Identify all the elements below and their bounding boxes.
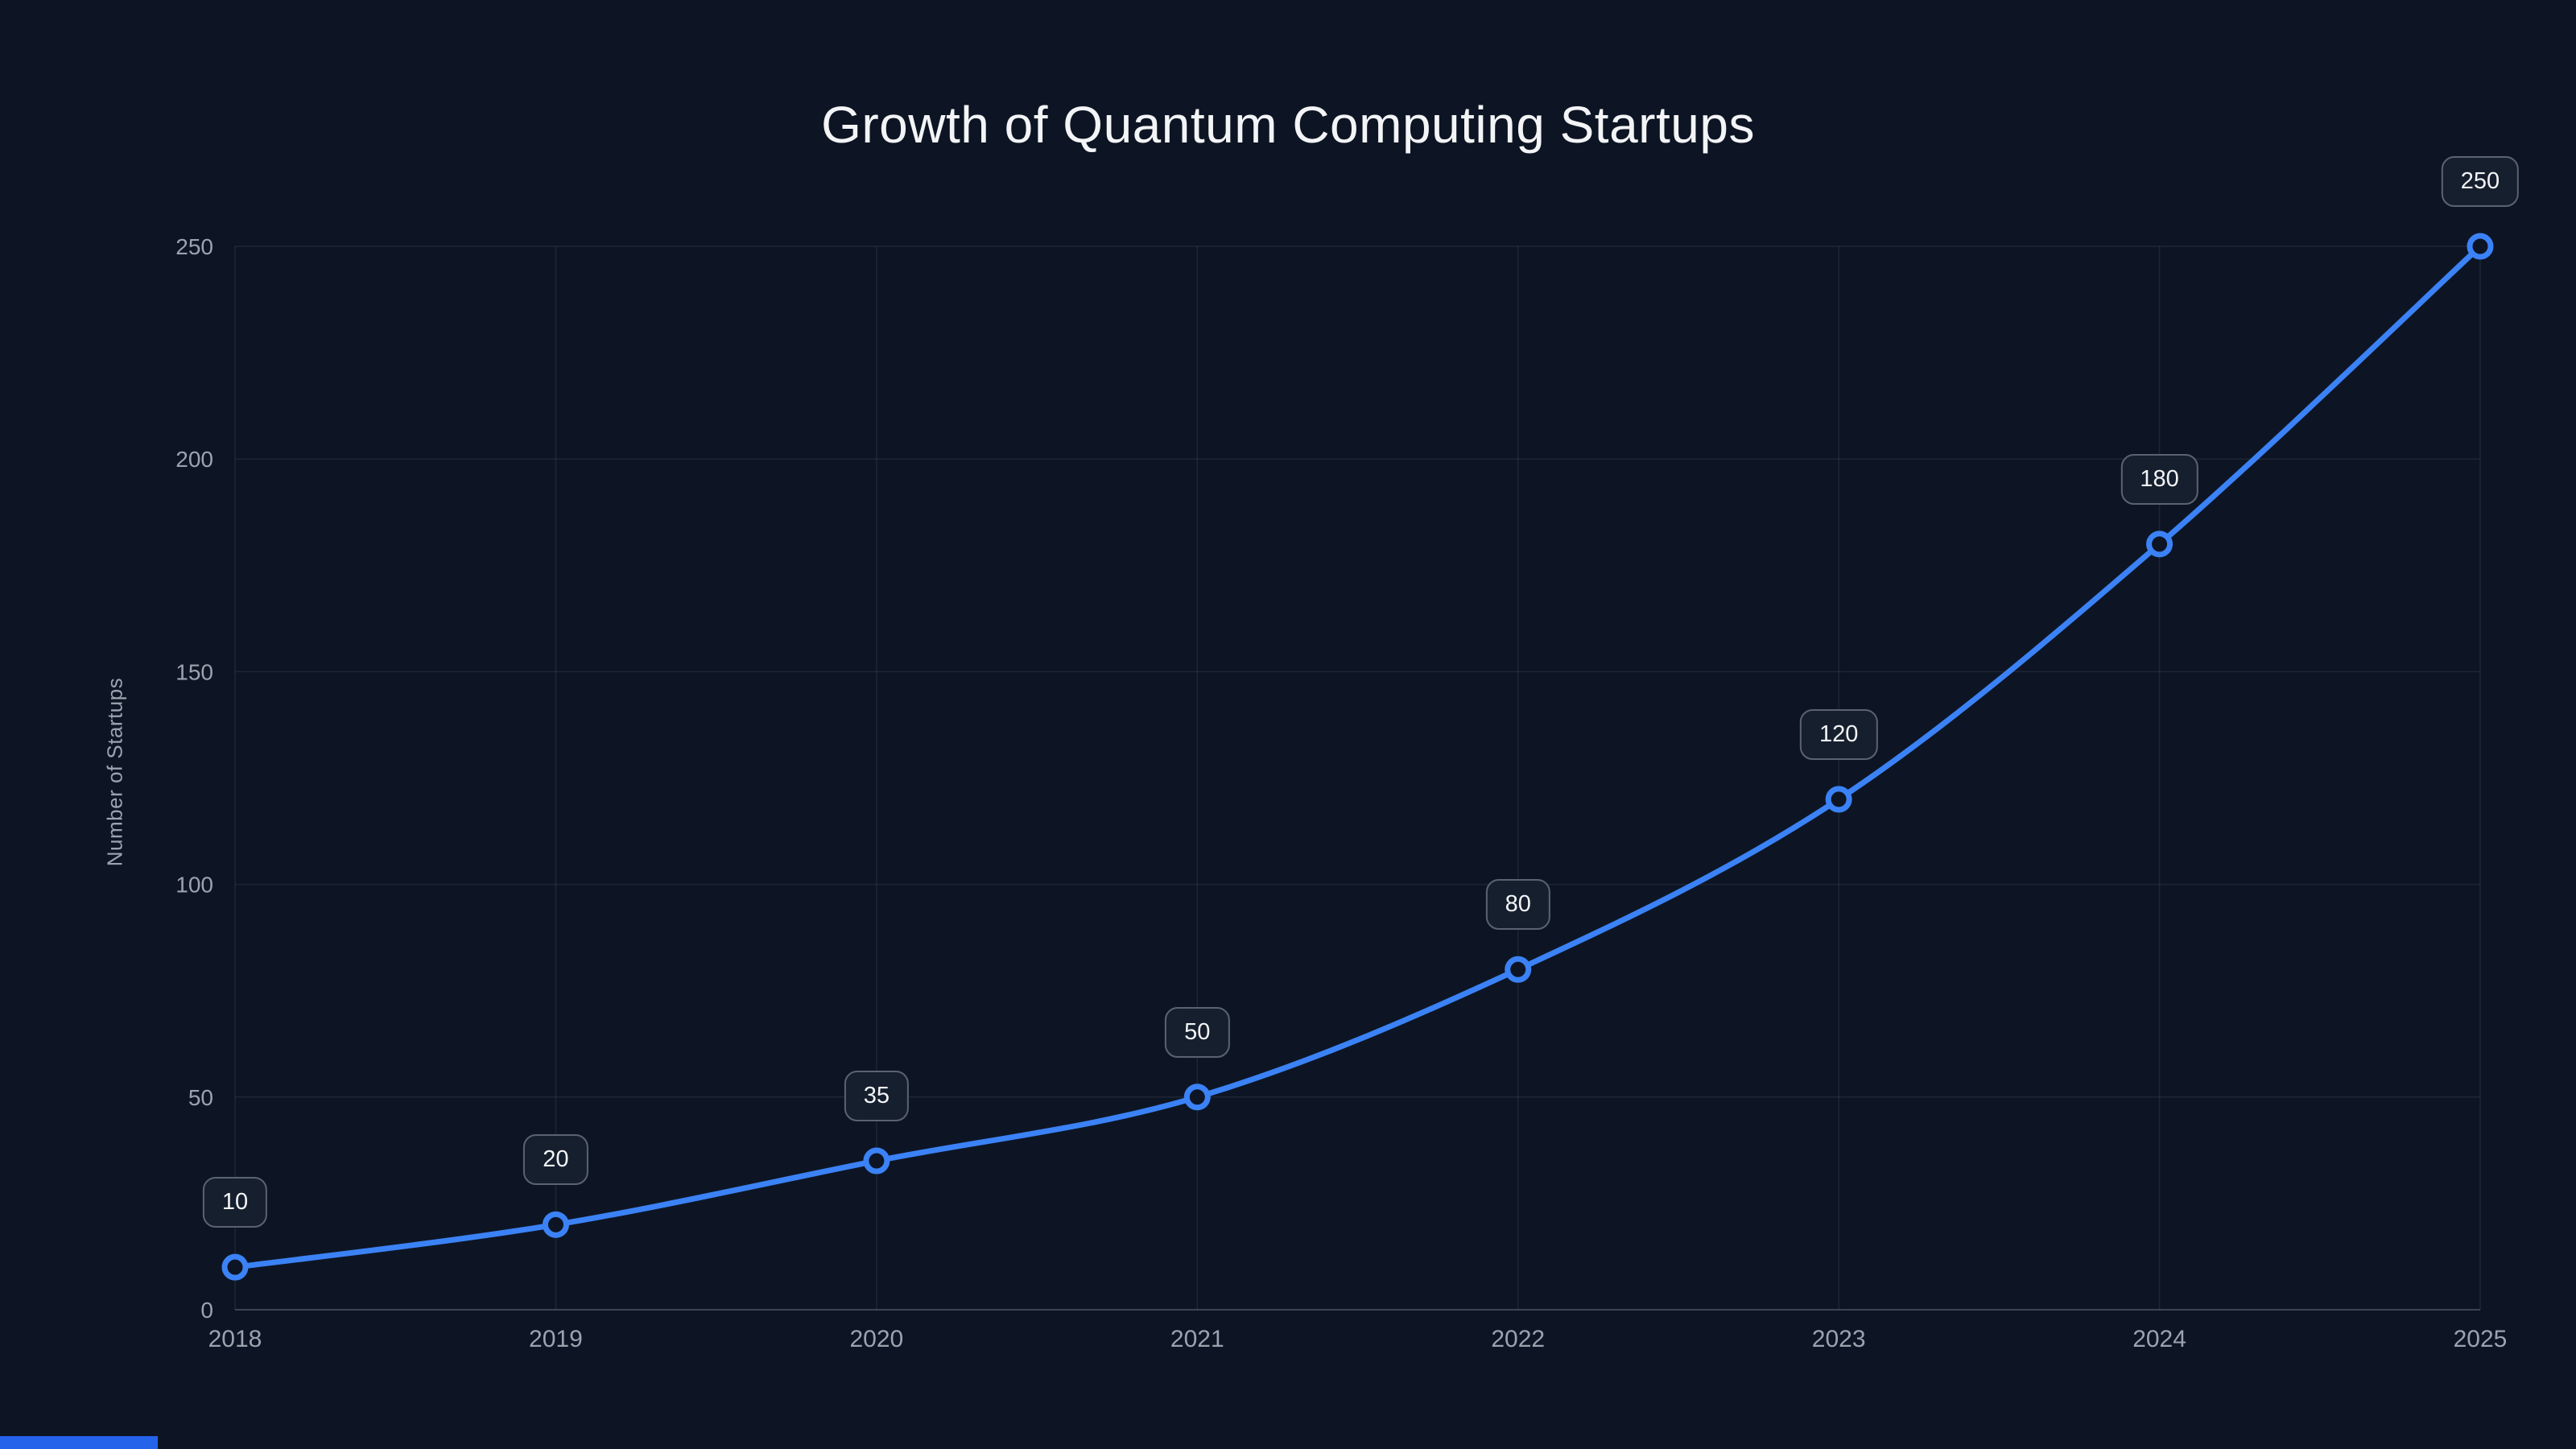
x-tick-label: 2019 — [529, 1326, 583, 1352]
data-point-label: 50 — [1165, 1006, 1230, 1058]
y-tick-label: 50 — [188, 1085, 213, 1110]
data-point-label: 120 — [1799, 708, 1878, 760]
y-tick-label: 100 — [175, 873, 213, 898]
data-point-label: 250 — [2441, 156, 2520, 207]
chart-title: Growth of Quantum Computing Startups — [821, 96, 1755, 154]
x-tick-label: 2024 — [2132, 1326, 2186, 1352]
data-point-marker — [1505, 956, 1532, 983]
y-tick-label: 0 — [200, 1298, 213, 1323]
line-series — [232, 243, 2483, 1270]
data-point-label: 80 — [1485, 879, 1550, 931]
x-tick-label: 2021 — [1170, 1326, 1224, 1352]
y-tick-label: 200 — [175, 447, 213, 472]
x-tick-label: 2020 — [849, 1326, 903, 1352]
data-point-label: 10 — [202, 1177, 268, 1228]
data-point-marker — [2467, 233, 2494, 260]
data-point-marker — [221, 1253, 249, 1281]
data-point-label: 180 — [2120, 453, 2198, 505]
data-point-marker — [1825, 786, 1852, 813]
bottom-left-accent-bar — [0, 1436, 158, 1449]
y-tick-label: 150 — [175, 659, 213, 684]
x-tick-label: 2025 — [2454, 1326, 2508, 1352]
data-point-marker — [1183, 1084, 1211, 1111]
x-tick-label: 2022 — [1491, 1326, 1545, 1352]
x-tick-label: 2018 — [208, 1326, 262, 1352]
data-point-marker — [863, 1147, 890, 1174]
data-point-label: 20 — [523, 1134, 588, 1186]
x-tick-label: 2023 — [1812, 1326, 1866, 1352]
y-tick-label: 250 — [175, 234, 213, 259]
data-point-label: 35 — [844, 1071, 909, 1122]
data-point-marker — [2146, 530, 2174, 558]
data-point-marker — [542, 1211, 569, 1238]
